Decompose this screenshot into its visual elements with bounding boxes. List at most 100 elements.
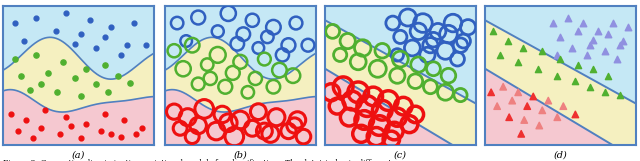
Point [389, 130, 399, 132]
Point [284, 44, 294, 47]
Point [28, 137, 38, 139]
Point [377, 49, 387, 52]
Point [582, 54, 593, 56]
Point [118, 119, 129, 121]
Point [555, 58, 566, 60]
Point [253, 47, 264, 49]
Point [486, 91, 496, 94]
Point [452, 58, 463, 60]
Point [488, 30, 498, 33]
Point [604, 74, 614, 77]
Point [187, 44, 197, 47]
Point [600, 91, 611, 94]
Point [247, 127, 257, 130]
Point [555, 36, 566, 38]
Point [6, 113, 16, 116]
Point [275, 69, 285, 71]
Point [141, 44, 151, 47]
Point [284, 130, 294, 132]
Point [600, 49, 611, 52]
Point [356, 133, 366, 135]
Point [253, 110, 264, 113]
Point [232, 43, 243, 45]
Point [368, 95, 378, 98]
Point [265, 133, 275, 135]
Point [303, 44, 313, 47]
Point [413, 30, 424, 33]
Point [513, 61, 524, 63]
Point [396, 36, 406, 38]
Text: (b): (b) [233, 150, 247, 159]
Point [262, 36, 273, 38]
Point [492, 105, 502, 107]
Point [106, 133, 116, 135]
Point [425, 44, 435, 47]
Point [463, 26, 473, 28]
Point [616, 44, 626, 47]
Point [100, 113, 111, 116]
Point [169, 49, 179, 52]
Point [403, 16, 413, 19]
Point [52, 91, 63, 94]
Point [513, 91, 524, 94]
Point [522, 105, 532, 107]
Point [338, 85, 348, 88]
Text: (c): (c) [394, 150, 406, 159]
Point [498, 85, 508, 88]
Point [10, 58, 20, 60]
Point [175, 127, 186, 130]
Point [570, 80, 580, 82]
Point [422, 54, 433, 56]
Point [106, 26, 116, 28]
Point [543, 99, 554, 102]
Point [335, 54, 346, 56]
Point [211, 130, 221, 132]
Point [537, 109, 547, 112]
Point [608, 22, 618, 24]
Point [428, 67, 438, 70]
Point [36, 127, 46, 130]
Point [100, 36, 111, 38]
Point [392, 116, 403, 118]
Point [588, 38, 598, 41]
Point [61, 116, 72, 118]
Point [410, 113, 420, 116]
Point [518, 47, 528, 49]
Point [433, 30, 443, 33]
Point [10, 22, 20, 24]
Point [212, 30, 223, 33]
Point [456, 94, 466, 96]
Point [16, 74, 26, 77]
Point [66, 124, 76, 127]
Point [444, 74, 454, 77]
Point [92, 83, 102, 85]
Point [202, 63, 212, 66]
Point [96, 130, 106, 132]
Point [124, 81, 134, 84]
Point [51, 30, 61, 33]
Point [292, 119, 303, 121]
Point [19, 40, 29, 42]
Point [359, 119, 369, 121]
Point [456, 44, 466, 47]
Point [504, 116, 515, 118]
Point [552, 54, 563, 56]
Point [76, 137, 86, 139]
Point [392, 74, 403, 77]
Point [288, 74, 298, 77]
Point [413, 63, 424, 66]
Point [268, 26, 278, 28]
Point [220, 85, 230, 88]
Point [81, 123, 91, 125]
Point [223, 121, 234, 124]
Point [40, 109, 51, 112]
Point [229, 135, 239, 138]
Point [502, 40, 513, 42]
Point [169, 110, 179, 113]
Point [44, 72, 54, 74]
Point [618, 40, 628, 42]
Point [104, 91, 114, 94]
Point [332, 105, 342, 107]
Point [193, 16, 204, 19]
Point [567, 47, 577, 49]
